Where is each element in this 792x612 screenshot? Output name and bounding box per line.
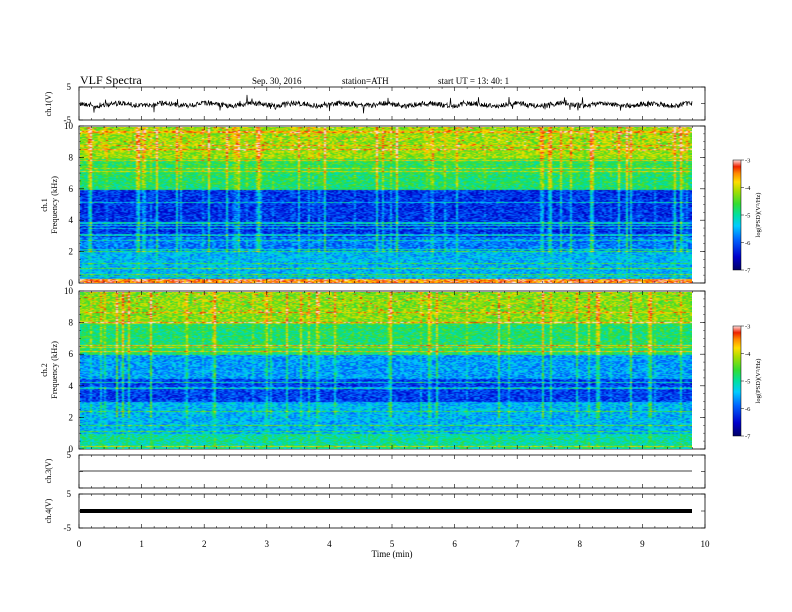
y-tick-label: 5 — [67, 489, 72, 499]
x-tick-label: 3 — [265, 539, 270, 549]
x-tick-label: 9 — [640, 539, 645, 549]
ch4-wave-ylabel: ch.4(V) — [44, 498, 53, 523]
colorbar-tick-label: -7 — [745, 434, 751, 441]
x-tick-label: 4 — [327, 539, 332, 549]
start-time-label: start UT = 13: 40: 1 — [438, 76, 509, 86]
ch3-wave-ylabel: ch.3(V) — [44, 458, 53, 483]
y-tick-label: -5 — [64, 115, 72, 125]
x-tick-label: 0 — [77, 539, 82, 549]
station-label: station=ATH — [342, 76, 389, 86]
x-axis-label: Time (min) — [372, 549, 413, 559]
date-label: Sep. 30, 2016 — [252, 76, 302, 86]
y-tick-label: 8 — [69, 152, 74, 162]
y-tick-label: 10 — [64, 121, 74, 131]
y-tick-label: 5 — [67, 82, 72, 92]
ch1-colorbar — [732, 159, 742, 271]
ch3-wave-frame — [78, 454, 706, 489]
y-tick-label: 10 — [64, 286, 74, 296]
x-tick-label: 10 — [701, 539, 711, 549]
x-tick-label: 1 — [139, 539, 144, 549]
colorbar-tick-label: -7 — [745, 268, 751, 275]
colorbar-tick-label: -3 — [745, 158, 750, 165]
y-tick-label: 4 — [69, 215, 74, 225]
x-tick-label: 5 — [390, 539, 395, 549]
ch2-colorbar-label: log(PSD)(V²/Hz) — [755, 359, 762, 404]
colorbar-tick-label: -4 — [745, 185, 751, 192]
ch1-spec-ylabel-channel: ch.1 — [40, 198, 49, 212]
colorbar-tick-label: -6 — [745, 406, 751, 413]
colorbar-tick-label: -5 — [745, 213, 750, 220]
ch2-spec-ylabel: Frequency (kHz) — [49, 341, 59, 399]
y-tick-label: -5 — [64, 523, 72, 533]
colorbar-tick-label: -4 — [745, 351, 751, 358]
x-tick-label: 2 — [202, 539, 207, 549]
ch1-spectrogram — [80, 127, 692, 283]
x-tick-label: 7 — [515, 539, 520, 549]
y-tick-label: 2 — [69, 412, 74, 422]
y-tick-label: 6 — [69, 184, 74, 194]
y-tick-label: 2 — [69, 247, 74, 257]
ch1-colorbar-label: log(PSD)(V²/Hz) — [755, 193, 762, 238]
y-tick-label: 0 — [69, 444, 74, 454]
y-tick-label: 4 — [69, 381, 74, 391]
ch2-spectrogram — [80, 292, 692, 449]
y-tick-label: 0 — [69, 278, 74, 288]
figure-title: VLF Spectra — [80, 73, 142, 87]
colorbar-tick-label: -5 — [745, 379, 750, 386]
x-tick-label: 8 — [578, 539, 583, 549]
y-tick-label: 5 — [67, 450, 72, 460]
ch1-spec-ylabel: Frequency (kHz) — [49, 176, 59, 234]
y-tick-label: 8 — [69, 318, 74, 328]
ch1-waveform-trace — [79, 94, 693, 114]
colorbar-tick-label: -6 — [745, 240, 751, 247]
y-tick-label: 6 — [69, 349, 74, 359]
ch2-spec-ylabel-channel: ch.2 — [40, 363, 49, 377]
x-tick-label: 6 — [452, 539, 457, 549]
ch1-wave-ylabel: ch.1(V) — [44, 91, 53, 116]
colorbar-tick-label: -3 — [745, 324, 750, 331]
ch2-colorbar — [732, 325, 742, 437]
ch4-waveform-trace — [80, 509, 692, 513]
